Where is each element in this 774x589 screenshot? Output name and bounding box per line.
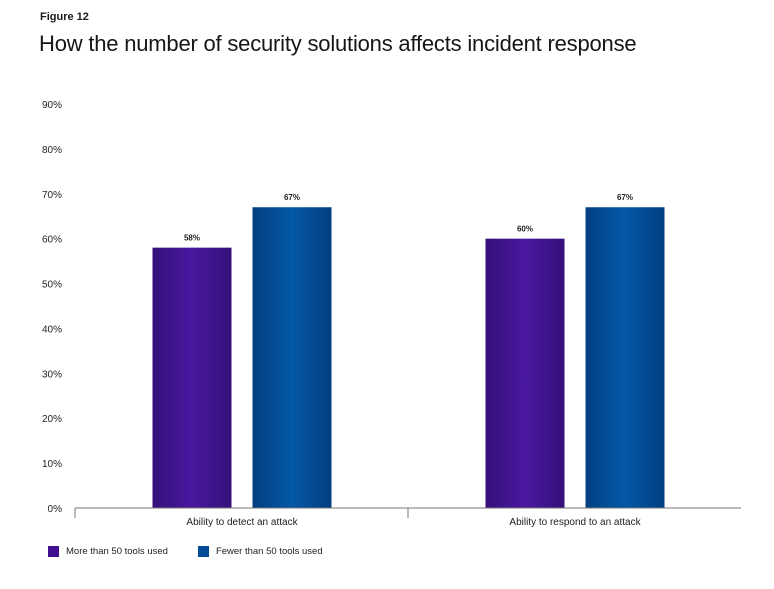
y-tick-label: 50% [42,280,62,291]
legend-item-fewer-than-50: Fewer than 50 tools used [197,546,323,557]
x-category-label: Ability to detect an attack [186,517,298,528]
bar-value-label: 67% [617,193,633,202]
legend-item-more-than-50: More than 50 tools used [48,546,168,557]
bar-value-labels: 58% 67% 60% 67% [184,193,633,242]
legend: More than 50 tools used Fewer than 50 to… [48,546,353,557]
legend-label: More than 50 tools used [66,546,168,557]
y-tick-label: 20% [42,414,62,425]
legend-swatch-blue [197,546,209,557]
y-tick-label: 70% [42,190,62,201]
chart-title: How the number of security solutions aff… [39,31,637,56]
bar-value-label: 60% [517,225,533,234]
y-axis-ticks: 0% 10% 20% 30% 40% 50% 60% 70% 80% 90% [42,100,62,515]
bar [152,247,232,508]
figure-label: Figure 12 [40,11,89,23]
legend-label: Fewer than 50 tools used [215,546,323,557]
bars [152,207,665,508]
bar-value-label: 58% [184,234,200,243]
y-tick-label: 40% [42,324,62,335]
bar [585,207,665,508]
x-axis: Ability to detect an attack Ability to re… [74,507,741,528]
y-tick-label: 90% [42,100,62,111]
y-tick-label: 0% [48,504,63,515]
y-tick-label: 60% [42,235,62,246]
y-tick-label: 10% [42,459,62,470]
bar [252,207,332,508]
y-tick-label: 80% [42,145,62,156]
bar-value-label: 67% [284,193,300,202]
y-tick-label: 30% [42,369,62,380]
x-category-label: Ability to respond to an attack [509,517,641,528]
bar [485,238,565,508]
legend-swatch-purple [48,546,59,557]
